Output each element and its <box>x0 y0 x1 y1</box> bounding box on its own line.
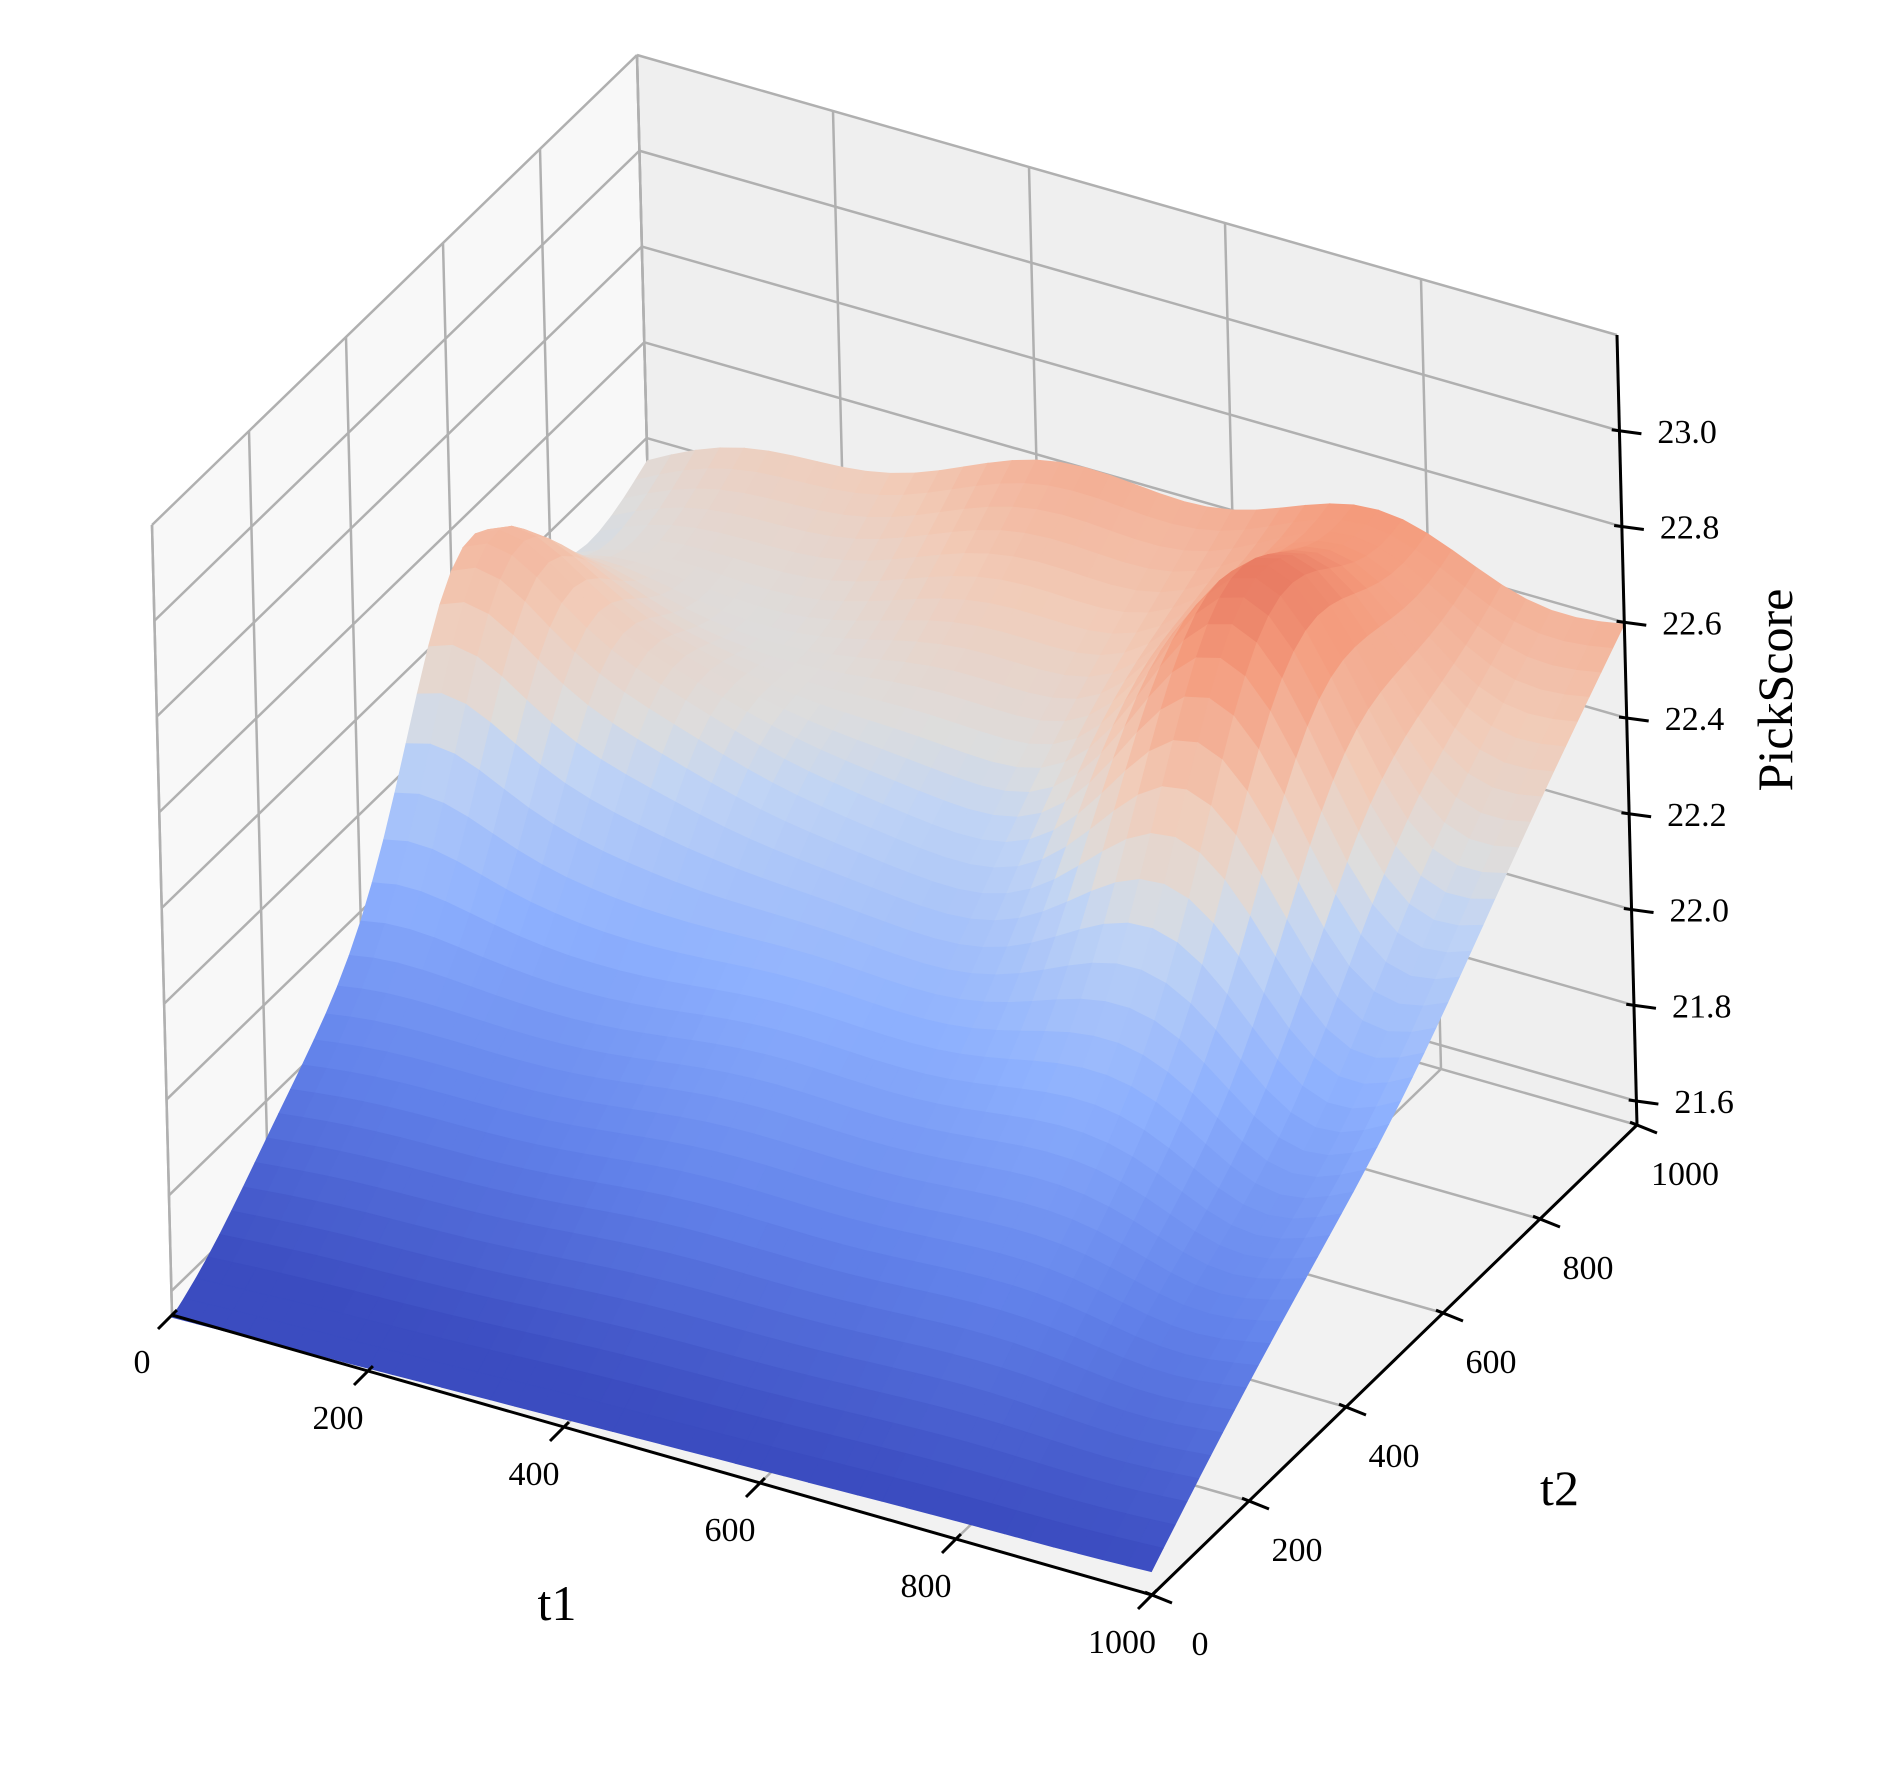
z-tick-label: 22.0 <box>1670 893 1730 930</box>
t1-tick-label: 800 <box>901 1568 952 1605</box>
grid-left-z <box>158 341 646 814</box>
tick-labels: 0 200 400 600 800 1000 0 200 400 600 800 1000 21.6 21… <box>134 414 1734 1663</box>
pane-edge <box>150 524 174 1316</box>
z-tick-label: 22.4 <box>1665 701 1725 738</box>
z-tick-label: 22.8 <box>1660 510 1720 547</box>
t2-tick <box>1629 1120 1658 1135</box>
axis-lines <box>171 334 1639 1597</box>
y-axis-title: t2 <box>1540 1460 1579 1516</box>
grid-back-z <box>641 245 1623 528</box>
z-tick <box>1616 619 1647 627</box>
surface-facet <box>1126 1542 1164 1573</box>
t1-tick-label: 200 <box>313 1400 364 1437</box>
z-tick <box>1611 428 1642 436</box>
grid-left-z <box>155 245 643 718</box>
t1-tick <box>352 1365 374 1387</box>
z-tick <box>1618 715 1649 723</box>
t1-tick-label: 400 <box>509 1456 560 1493</box>
t2-tick <box>1338 1402 1367 1417</box>
grid-back-z <box>639 149 1620 432</box>
t1-axis-line <box>171 1313 1153 1597</box>
t2-tick-label: 400 <box>1369 1438 1420 1475</box>
z-tick-label: 23.0 <box>1657 414 1717 451</box>
t1-tick <box>940 1533 962 1555</box>
surface-mesh <box>171 447 1625 1573</box>
z-tick-label: 22.6 <box>1662 605 1722 642</box>
t1-tick <box>548 1421 570 1443</box>
grid-left-t2 <box>247 430 271 1222</box>
t1-tick <box>156 1309 178 1331</box>
z-tick <box>1628 1098 1659 1106</box>
x-axis-title: t1 <box>538 1575 577 1631</box>
t2-tick-label: 600 <box>1466 1344 1517 1381</box>
z-tick <box>1621 811 1652 819</box>
t2-tick <box>1241 1496 1270 1511</box>
t2-tick <box>1144 1590 1173 1605</box>
t2-tick-label: 0 <box>1192 1626 1209 1663</box>
z-tick <box>1623 907 1654 915</box>
t2-tick <box>1435 1308 1464 1323</box>
pane-edge <box>636 53 1618 337</box>
t1-tick-label: 0 <box>134 1344 151 1381</box>
z-axis-title: PickScore <box>1747 589 1803 792</box>
t1-tick <box>744 1477 766 1499</box>
t1-tick-label: 600 <box>705 1512 756 1549</box>
grid-left-z <box>160 437 648 909</box>
t1-tick <box>1136 1589 1158 1611</box>
t1-tick-label: 1000 <box>1088 1624 1156 1661</box>
z-tick-label: 21.6 <box>1674 1084 1734 1121</box>
t2-tick <box>1532 1214 1561 1229</box>
t2-tick-label: 1000 <box>1651 1156 1719 1193</box>
z-tick <box>1613 523 1645 532</box>
tick-marks <box>156 428 1659 1611</box>
grid-left-z <box>153 149 641 622</box>
z-tick-label: 22.2 <box>1667 797 1727 834</box>
pane-edge <box>151 54 638 526</box>
t2-tick-label: 200 <box>1272 1532 1323 1569</box>
z-axis-line <box>1615 334 1639 1126</box>
t2-tick-label: 800 <box>1563 1250 1614 1287</box>
t2-axis-line <box>1150 1123 1639 1597</box>
left-wall-pane <box>152 55 657 1315</box>
z-tick <box>1626 1002 1657 1010</box>
z-tick-label: 21.8 <box>1672 988 1732 1025</box>
